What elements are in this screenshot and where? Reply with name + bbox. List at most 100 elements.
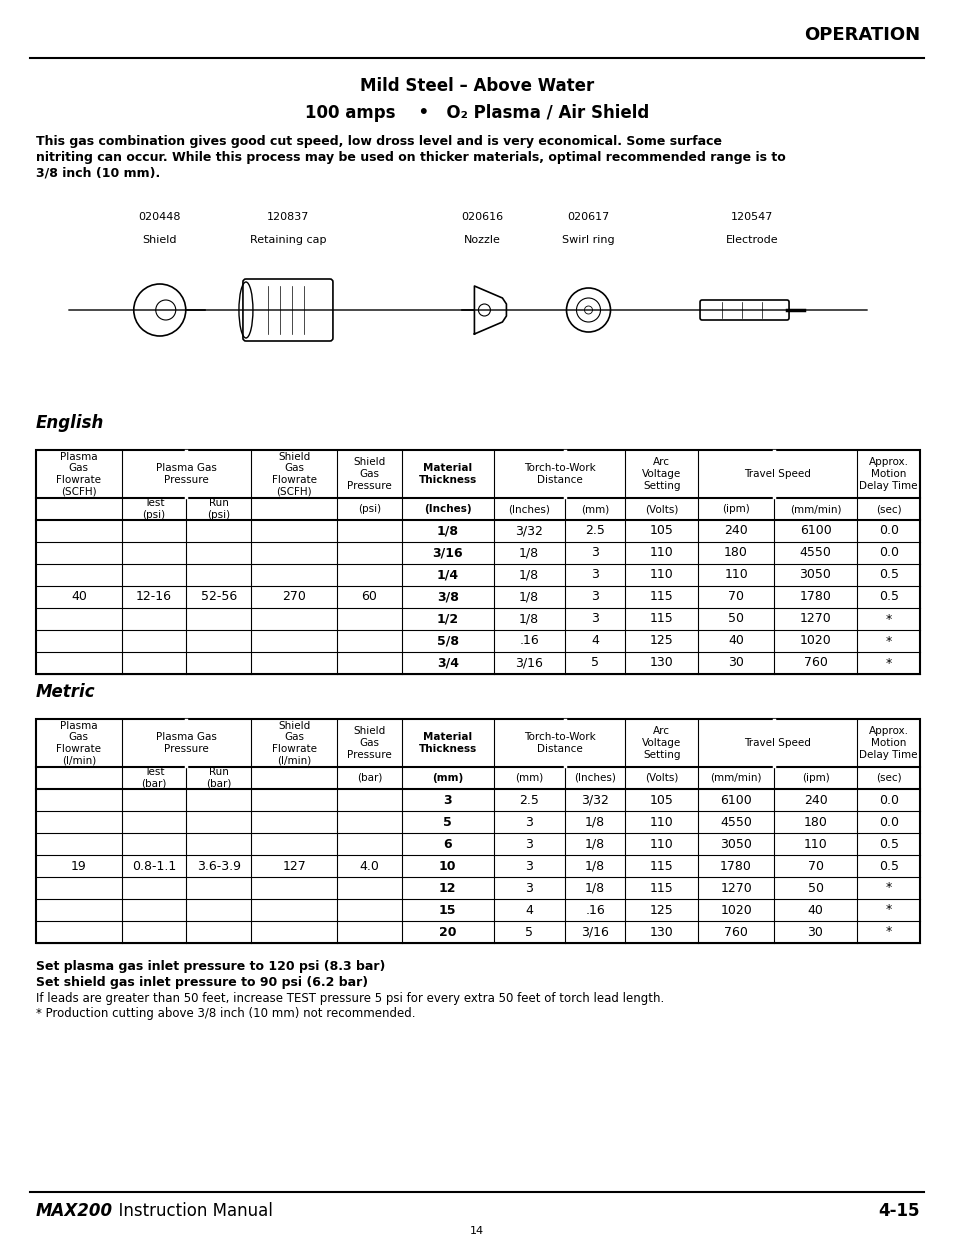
Text: 0.0: 0.0 [878,525,898,537]
Text: Plasma Gas
Pressure: Plasma Gas Pressure [156,463,216,485]
Text: Metric: Metric [36,683,95,701]
Text: English: English [36,414,104,432]
Text: (Volts): (Volts) [644,773,678,783]
Text: Arc
Voltage
Setting: Arc Voltage Setting [641,726,680,760]
Text: 1/8: 1/8 [518,547,538,559]
Text: 1/2: 1/2 [436,613,458,625]
Text: 1/8: 1/8 [518,613,538,625]
Text: 1/8: 1/8 [584,815,604,829]
Text: (Inches): (Inches) [508,504,550,514]
Text: Retaining cap: Retaining cap [250,235,326,245]
Text: 125: 125 [649,904,673,916]
Text: 50: 50 [727,613,743,625]
Text: 3: 3 [591,613,598,625]
Text: 0.5: 0.5 [878,590,898,604]
Text: 130: 130 [649,925,673,939]
Text: 240: 240 [723,525,747,537]
Text: If leads are greater than 50 feet, increase TEST pressure 5 psi for every extra : If leads are greater than 50 feet, incre… [36,992,663,1005]
Text: Arc
Voltage
Setting: Arc Voltage Setting [641,457,680,490]
Text: 3/16: 3/16 [432,547,462,559]
Text: 110: 110 [649,815,673,829]
Text: 127: 127 [282,860,306,872]
Text: 3/32: 3/32 [580,794,608,806]
Text: Set plasma gas inlet pressure to 120 psi (8.3 bar): Set plasma gas inlet pressure to 120 psi… [36,960,385,973]
Text: 40: 40 [727,635,743,647]
Text: Swirl ring: Swirl ring [561,235,614,245]
Text: 6100: 6100 [799,525,830,537]
Text: Shield
Gas
Pressure: Shield Gas Pressure [347,726,392,760]
Text: (Inches): (Inches) [574,773,616,783]
Text: 1270: 1270 [799,613,830,625]
Text: (bar): (bar) [356,773,381,783]
Text: 1/8: 1/8 [584,860,604,872]
Text: 180: 180 [802,815,826,829]
Text: 5: 5 [525,925,533,939]
Text: 4: 4 [525,904,533,916]
Text: 100 amps    •   O₂ Plasma / Air Shield: 100 amps • O₂ Plasma / Air Shield [305,104,648,122]
Text: Test
(bar): Test (bar) [141,767,167,789]
Text: (psi): (psi) [357,504,380,514]
Text: 3/4: 3/4 [436,657,458,669]
Text: * Production cutting above 3/8 inch (10 mm) not recommended.: * Production cutting above 3/8 inch (10 … [36,1007,416,1020]
Text: 760: 760 [802,657,826,669]
Text: 110: 110 [649,547,673,559]
Text: Shield
Gas
Flowrate
(l/min): Shield Gas Flowrate (l/min) [272,720,316,766]
Text: This gas combination gives good cut speed, low dross level and is very economica: This gas combination gives good cut spee… [36,135,721,148]
Text: 0.0: 0.0 [878,815,898,829]
Text: 020617: 020617 [567,212,609,222]
Text: (Inches): (Inches) [423,504,471,514]
Text: (mm): (mm) [515,773,543,783]
Text: 4550: 4550 [799,547,831,559]
Text: .16: .16 [584,904,604,916]
Text: 3/8 inch (10 mm).: 3/8 inch (10 mm). [36,167,160,180]
Text: 10: 10 [438,860,456,872]
Text: Plasma Gas
Pressure: Plasma Gas Pressure [156,732,216,753]
Text: 115: 115 [649,860,673,872]
Text: 130: 130 [649,657,673,669]
Text: 1/8: 1/8 [584,837,604,851]
Text: 4: 4 [591,635,598,647]
Text: nitriting can occur. While this process may be used on thicker materials, optima: nitriting can occur. While this process … [36,151,785,164]
Text: .16: .16 [518,635,538,647]
Text: 3: 3 [443,794,452,806]
Text: *: * [884,657,891,669]
Text: 110: 110 [649,568,673,582]
Text: 020616: 020616 [461,212,503,222]
Bar [36,719,919,944]
Text: Electrode: Electrode [725,235,778,245]
Text: 70: 70 [806,860,822,872]
Text: Torch-to-Work
Distance: Torch-to-Work Distance [523,732,595,753]
Text: 1020: 1020 [720,904,751,916]
Text: 1780: 1780 [799,590,831,604]
Text: 0.5: 0.5 [878,568,898,582]
Text: 105: 105 [649,794,673,806]
Text: (ipm): (ipm) [721,504,749,514]
Text: 5: 5 [591,657,598,669]
Text: 30: 30 [727,657,743,669]
Text: 3/16: 3/16 [515,657,542,669]
Text: 1/8: 1/8 [518,590,538,604]
Text: 4550: 4550 [720,815,751,829]
Text: MAX200: MAX200 [36,1202,113,1220]
Text: Plasma
Gas
Flowrate
(l/min): Plasma Gas Flowrate (l/min) [56,720,101,766]
Text: 15: 15 [438,904,456,916]
Text: 3: 3 [591,547,598,559]
Text: 6: 6 [443,837,452,851]
Text: 3.6-3.9: 3.6-3.9 [196,860,240,872]
Text: 115: 115 [649,882,673,894]
Text: 14: 14 [470,1226,483,1235]
Text: 40: 40 [71,590,87,604]
Text: 60: 60 [361,590,376,604]
Text: 1/8: 1/8 [584,882,604,894]
Text: 1/4: 1/4 [436,568,458,582]
Text: 115: 115 [649,590,673,604]
Text: 110: 110 [723,568,747,582]
Text: (Volts): (Volts) [644,504,678,514]
Text: 2.5: 2.5 [584,525,604,537]
Text: Material
Thickness: Material Thickness [418,463,476,485]
Text: 3: 3 [591,590,598,604]
Text: 110: 110 [802,837,826,851]
Text: Travel Speed: Travel Speed [743,469,810,479]
Text: Material
Thickness: Material Thickness [418,732,476,753]
Text: (sec): (sec) [875,773,901,783]
